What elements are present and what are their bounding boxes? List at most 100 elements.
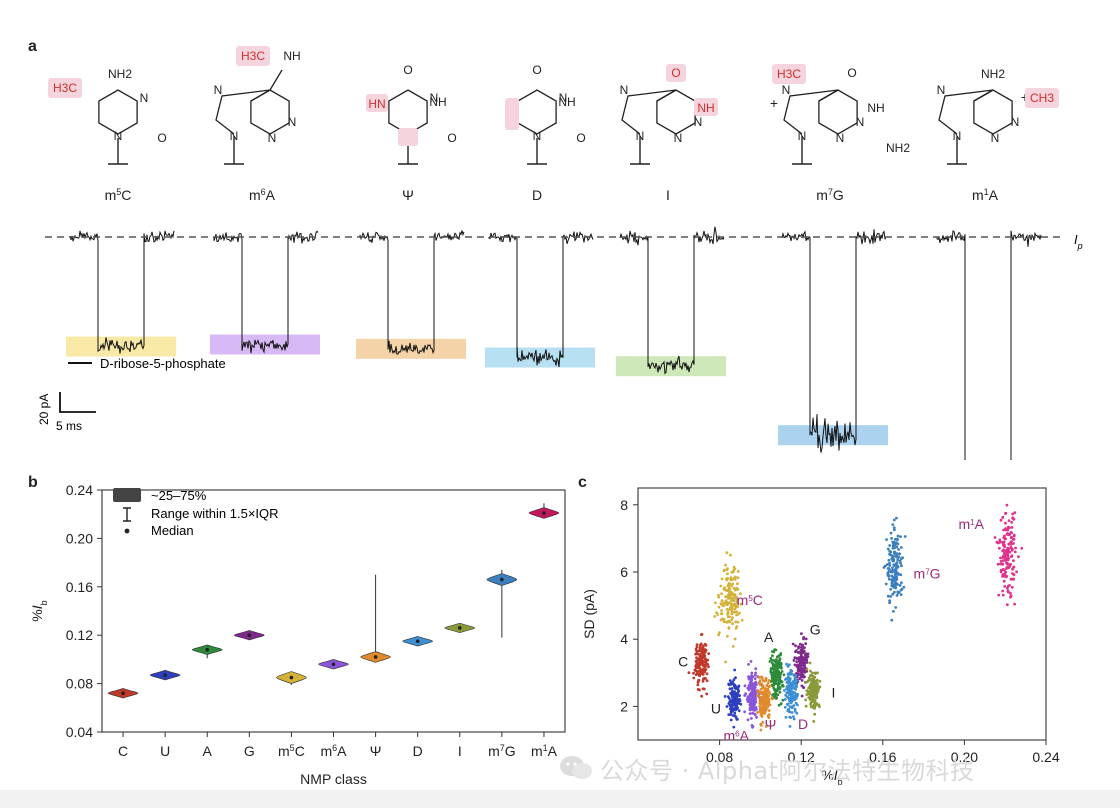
methyl-label: CH3 (1030, 91, 1054, 105)
scatter-point (733, 683, 737, 687)
scatter-point (1001, 542, 1005, 546)
scatter-point (1013, 602, 1016, 606)
nh-label: NH (697, 101, 714, 115)
panel-label-b: b (28, 474, 38, 491)
scatter-point (702, 678, 705, 681)
violin-U (149, 669, 181, 681)
scatter-point (759, 688, 763, 691)
scatter-point (888, 561, 891, 565)
scatter-point (747, 695, 750, 699)
scatter-point (1013, 511, 1017, 515)
scatter-point (755, 707, 758, 711)
scatter-point (999, 559, 1003, 563)
scatter-point (774, 669, 778, 673)
scatter-point (726, 610, 730, 614)
scatter-point (737, 709, 741, 713)
scatter-point (809, 702, 812, 706)
scatter-point (697, 657, 701, 661)
scatter-point (1006, 584, 1010, 588)
o-label: O (447, 131, 456, 145)
violin-series (107, 503, 560, 699)
six-ring (517, 89, 557, 135)
scatter-point (788, 688, 792, 692)
scatter-point (727, 702, 731, 705)
scatter-point (788, 725, 792, 728)
scatter-point (692, 676, 696, 680)
scatter-point (1001, 593, 1005, 597)
scatter-point (696, 680, 700, 684)
scatter-point (706, 658, 710, 662)
scatter-point (893, 590, 896, 594)
scatter-point (746, 718, 750, 722)
scatter-point (748, 676, 751, 680)
scatter-point (785, 685, 789, 689)
scatter-point (725, 578, 729, 582)
scatter-point (696, 683, 700, 687)
violin-A (191, 644, 223, 659)
scatter-point (722, 569, 726, 573)
scatter-point (890, 574, 894, 578)
scatter-point (774, 697, 778, 700)
scatter-point (804, 637, 808, 641)
n-atom-label: N (636, 129, 645, 143)
violin-G (234, 630, 265, 641)
scatter-point (725, 705, 729, 708)
x-tick-label: A (203, 743, 213, 759)
six-ring (818, 89, 858, 135)
scatter-point (891, 544, 895, 548)
scatter-point (1015, 570, 1018, 574)
scatter-point (722, 587, 726, 591)
scatter-point (899, 557, 903, 561)
scatter-point (707, 652, 711, 655)
violin-legend: ~25–75% Range within 1.5×IQR Median (113, 488, 279, 538)
scatter-point (794, 701, 798, 705)
scatter-point (889, 587, 893, 591)
scatter-point (792, 704, 796, 707)
scatter-point (891, 523, 895, 526)
scatter-point (726, 567, 729, 571)
structure-name-label: m7G (816, 187, 844, 203)
scatter-point (767, 685, 771, 689)
scatter-point (783, 705, 787, 709)
scatter-point (789, 668, 793, 672)
scatter-point (739, 592, 742, 596)
scatter-point (729, 683, 733, 686)
six-ring (98, 89, 138, 135)
structure-name-label: m5C (105, 187, 132, 203)
scatter-point (755, 716, 758, 719)
scatter-point (724, 660, 727, 664)
modification-highlight (236, 46, 270, 66)
scatter-point (736, 688, 740, 691)
nh-label: NH (558, 95, 575, 109)
scatter-point (736, 570, 740, 573)
scatter-point (728, 687, 732, 691)
scatter-point (698, 646, 702, 649)
scatter-point (725, 620, 728, 624)
scatter-point (812, 720, 816, 723)
scatter-point (790, 691, 793, 694)
scatter-point (999, 518, 1003, 522)
o-label: O (847, 66, 856, 80)
scatter-point (886, 547, 890, 551)
scatter-point (794, 650, 797, 653)
scatter-point (758, 681, 762, 685)
violin-median (542, 511, 546, 515)
scatter-point (793, 709, 797, 713)
y-tick-label: 6 (620, 564, 628, 580)
x-tick-label: 0.20 (951, 749, 978, 765)
modification-highlight (1025, 88, 1059, 108)
scatter-point (792, 715, 795, 718)
scatter-point (791, 642, 795, 646)
scatter-point (726, 634, 729, 638)
scatter-point (810, 686, 814, 689)
structure-name-label: D (532, 187, 542, 203)
scatter-point (720, 577, 724, 581)
scatter-point (898, 584, 902, 587)
scatter-point (894, 606, 898, 609)
scatter-point (739, 602, 743, 606)
ip-label: Ip (1074, 232, 1083, 251)
scatter-point (720, 592, 723, 596)
scatter-point (1006, 525, 1010, 529)
